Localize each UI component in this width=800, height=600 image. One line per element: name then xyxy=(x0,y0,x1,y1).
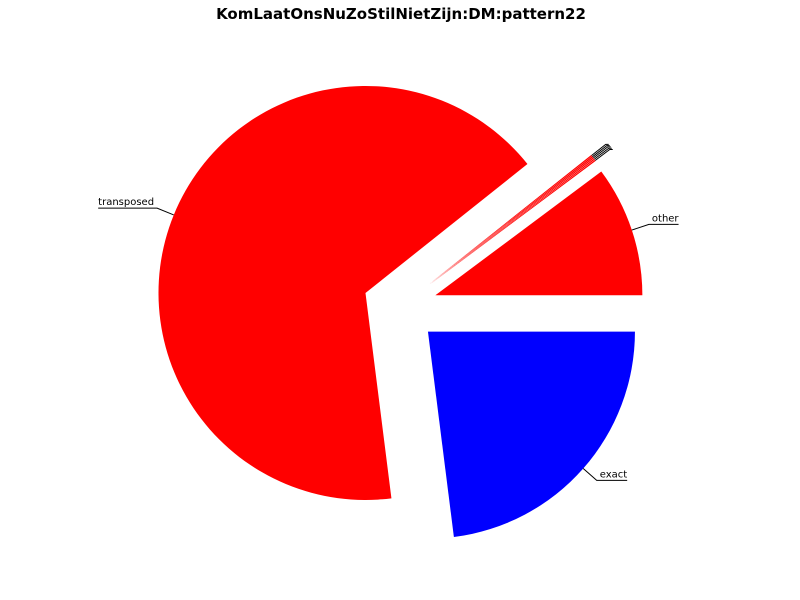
pie-slice-slice-2 xyxy=(429,158,595,285)
pie-leader-slice-5 xyxy=(591,143,609,156)
pie-slice-slice-4 xyxy=(429,156,593,285)
pie-slices xyxy=(158,85,643,538)
chart-title: KomLaatOnsNuZoStilNietZijn:DM:pattern22 xyxy=(216,5,586,23)
pie-label-transposed: transposed xyxy=(98,197,154,208)
pie-slice-other xyxy=(435,171,643,296)
pie-leader-other xyxy=(631,223,679,231)
pie-slice-slice-3 xyxy=(429,157,594,285)
pie-label-other: other xyxy=(652,213,680,224)
pie-leader-slice-1 xyxy=(595,149,613,161)
pie-leader-transposed xyxy=(98,207,174,216)
pie-leader-slice-3 xyxy=(593,146,611,159)
pie-label-exact: exact xyxy=(600,469,628,480)
pie-slice-transposed xyxy=(158,85,528,500)
pie-labels: other transposed exact xyxy=(98,143,680,481)
pie-leader-slice-2 xyxy=(594,147,612,160)
pie-slice-slice-5 xyxy=(429,154,592,284)
pie-slice-slice-1 xyxy=(429,159,596,285)
pie-leader-exact xyxy=(582,468,628,481)
pie-leader-slice-4 xyxy=(592,145,610,158)
pie-slice-exact xyxy=(427,331,635,538)
